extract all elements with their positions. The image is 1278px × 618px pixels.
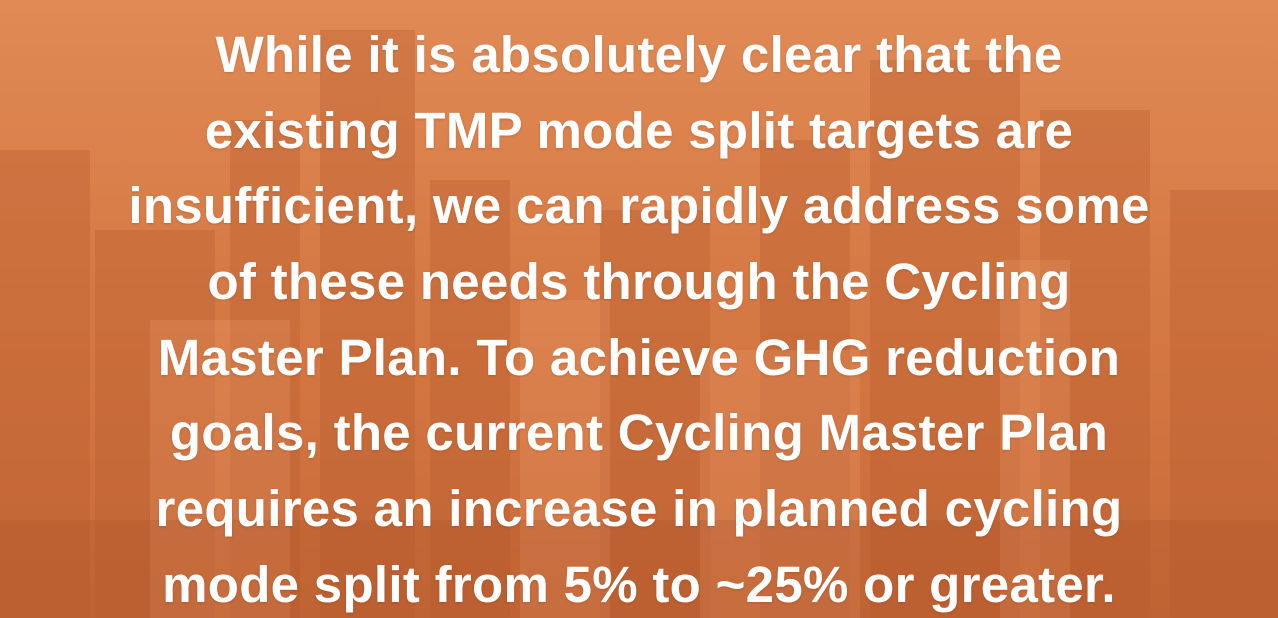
quote-line: Master Plan. To achieve GHG reduction (0, 320, 1278, 396)
quote-line: goals, the current Cycling Master Plan (0, 395, 1278, 471)
quote-line: While it is absolutely clear that the (0, 17, 1278, 93)
quote-text: While it is absolutely clear that the ex… (0, 17, 1278, 618)
quote-line: of these needs through the Cycling (0, 244, 1278, 320)
quote-card: While it is absolutely clear that the ex… (0, 0, 1278, 618)
quote-line: insufficient, we can rapidly address som… (0, 168, 1278, 244)
quote-line: mode split from 5% to ~25% or greater. (0, 547, 1278, 618)
quote-line: existing TMP mode split targets are (0, 93, 1278, 169)
quote-line: requires an increase in planned cycling (0, 471, 1278, 547)
